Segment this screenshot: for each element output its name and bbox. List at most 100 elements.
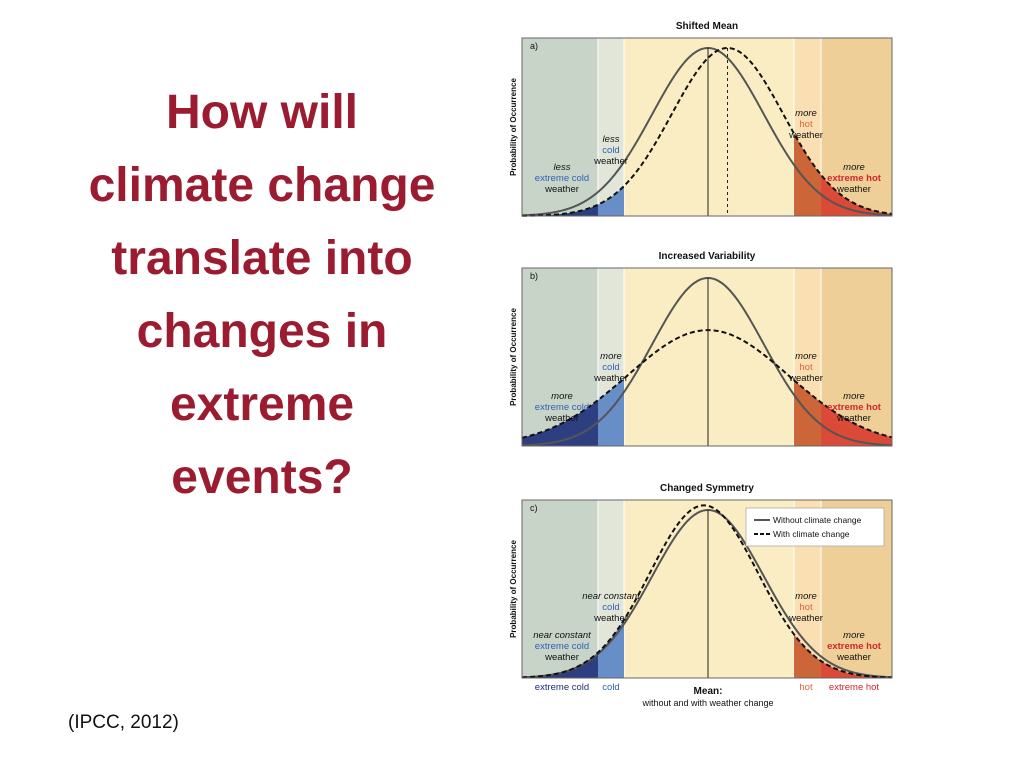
- panel-b: Increased Variability b) Probability of Oc…: [509, 251, 893, 447]
- annotation-line: more: [600, 351, 622, 362]
- curve-without-climate-change: [521, 508, 893, 679]
- axis-label-hot: hot: [799, 682, 813, 693]
- curve-with-climate-change: [521, 329, 893, 439]
- axis-label-mean-subtitle: without and with weather change: [641, 698, 773, 708]
- annotation-line: more: [843, 162, 865, 173]
- panel-letter: c): [530, 503, 538, 513]
- annotation-line: weather: [836, 413, 871, 424]
- panel-frame: [521, 37, 893, 217]
- band-extreme-cold: [522, 500, 598, 678]
- curve-without-climate-change: [521, 46, 893, 217]
- annotation-line: more: [795, 591, 817, 602]
- panel-a: Shifted Mean a) Probability of Occurrence l…: [509, 21, 893, 217]
- annotation-line: more: [843, 391, 865, 402]
- annotation-line: weather: [788, 613, 823, 624]
- title-line: events?: [171, 451, 353, 504]
- annotation-line: weather: [544, 184, 579, 195]
- annotation-line: extreme hot: [827, 173, 882, 184]
- legend-label-without: Without climate change: [773, 515, 862, 525]
- curve-with-climate-change: [521, 47, 893, 217]
- legend: Without climate change With climate chang…: [745, 507, 885, 547]
- annotation-line: extreme cold: [535, 173, 589, 184]
- panel-title: Shifted Mean: [676, 21, 738, 32]
- axis-label-extreme-hot: extreme hot: [829, 682, 880, 693]
- annotation-line: hot: [799, 362, 813, 373]
- annotation-line: weather: [836, 184, 871, 195]
- legend-label-with: With climate change: [773, 529, 850, 539]
- annotation-line: near constant: [582, 591, 640, 602]
- annotation-line: extreme hot: [827, 402, 882, 413]
- y-axis-label: Probability of Occurrence: [509, 540, 518, 638]
- citation: (IPCC, 2012): [68, 712, 179, 733]
- title-line: extreme: [169, 378, 355, 431]
- title-line: How will: [166, 86, 358, 139]
- tail-fill-hot: [794, 133, 821, 216]
- panel-frame: [521, 499, 893, 679]
- band-extreme-cold: [522, 38, 598, 216]
- annotation-line: weather: [544, 652, 579, 663]
- panel-frame: [521, 267, 893, 447]
- axis-label-extreme-cold: extreme cold: [535, 682, 589, 693]
- annotation-line: cold: [602, 145, 619, 156]
- curve-without-climate-change: [521, 276, 893, 447]
- annotation-line: weather: [788, 130, 823, 141]
- annotation-line: more: [795, 351, 817, 362]
- tail-fill-extreme-cold: [522, 204, 598, 216]
- panel-title: Changed Symmetry: [660, 483, 754, 494]
- tail-fill-extreme-hot: [821, 661, 892, 678]
- curve-with-climate-change: [521, 504, 893, 679]
- axis-label-cold: cold: [602, 682, 619, 693]
- annotation-line: more: [843, 630, 865, 641]
- band-center: [624, 38, 794, 216]
- annotation-line: cold: [602, 362, 619, 373]
- tail-fill-hot: [794, 634, 821, 678]
- title-line: translate into: [111, 232, 413, 285]
- panel-title: Increased Variability: [659, 251, 756, 262]
- y-axis-label: Probability of Occurrence: [509, 78, 518, 176]
- annotation-line: weather: [788, 373, 823, 384]
- annotation-line: hot: [799, 602, 813, 613]
- annotation-line: hot: [799, 119, 813, 130]
- annotation-line: weather: [836, 652, 871, 663]
- slide-title: How will climate change translate into c…: [62, 76, 462, 514]
- annotation-line: less: [603, 134, 620, 145]
- axis-label-mean: Mean:: [694, 686, 723, 697]
- annotation-line: extreme cold: [535, 402, 589, 413]
- annotation-line: less: [554, 162, 571, 173]
- band-extreme-hot: [821, 38, 892, 216]
- title-line: changes in: [136, 305, 388, 358]
- y-axis-label: Probability of Occurrence: [509, 308, 518, 406]
- annotation-line: weather: [593, 373, 628, 384]
- annotation-line: extreme cold: [535, 641, 589, 652]
- panel-c: Changed Symmetry c) Probability of Occurre…: [509, 483, 893, 679]
- bottom-axis: extreme cold cold Mean:without and with we…: [535, 682, 880, 708]
- panel-letter: b): [530, 271, 538, 281]
- tail-fill-cold: [598, 378, 624, 446]
- annotation-line: more: [551, 391, 573, 402]
- annotation-line: weather: [544, 413, 579, 424]
- title-line: climate change: [88, 159, 436, 212]
- annotation-line: weather: [593, 613, 628, 624]
- legend-box: [745, 507, 885, 547]
- annotation-line: cold: [602, 602, 619, 613]
- annotation-line: extreme hot: [827, 641, 882, 652]
- annotation-line: more: [795, 108, 817, 119]
- band-cold: [598, 38, 624, 216]
- tail-fill-extreme-cold: [522, 652, 598, 678]
- panel-letter: a): [530, 41, 538, 51]
- annotation-line: near constant: [533, 630, 591, 641]
- annotation-line: weather: [593, 156, 628, 167]
